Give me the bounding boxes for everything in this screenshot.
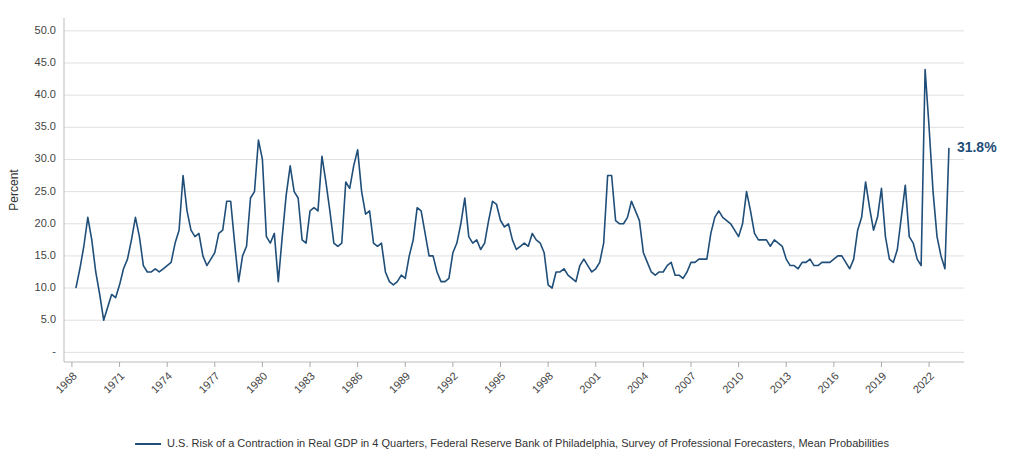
grid-line xyxy=(64,288,964,289)
grid-line xyxy=(64,223,964,224)
legend-item: U.S. Risk of a Contraction in Real GDP i… xyxy=(135,437,889,449)
x-tick-label: 1968 xyxy=(53,370,79,396)
x-tick-label: 1986 xyxy=(339,370,365,396)
y-tick-label: 15.0 xyxy=(35,249,56,261)
y-tick-label: 20.0 xyxy=(35,217,56,229)
x-tick xyxy=(690,362,691,367)
x-tick xyxy=(643,362,644,367)
legend: U.S. Risk of a Contraction in Real GDP i… xyxy=(135,437,889,449)
x-tick-label: 2010 xyxy=(720,370,746,396)
y-tick-label: 30.0 xyxy=(35,152,56,164)
y-grid xyxy=(64,31,964,352)
x-tick-label: 2007 xyxy=(672,370,698,396)
x-tick xyxy=(119,362,120,367)
y-tick-label: 10.0 xyxy=(35,281,56,293)
grid-line xyxy=(64,63,964,64)
x-tick xyxy=(310,362,311,367)
y-tick-label: 25.0 xyxy=(35,185,56,197)
grid-line xyxy=(64,30,964,31)
y-tick-label: 35.0 xyxy=(35,120,56,132)
grid-line xyxy=(64,320,964,321)
legend-swatch xyxy=(135,443,161,445)
x-tick xyxy=(405,362,406,367)
x-tick xyxy=(786,362,787,367)
grid-line xyxy=(64,191,964,192)
x-tick xyxy=(71,362,72,367)
x-tick xyxy=(214,362,215,367)
x-tick xyxy=(262,362,263,367)
x-tick-label: 1995 xyxy=(482,370,508,396)
x-tick xyxy=(500,362,501,367)
grid-line xyxy=(64,255,964,256)
x-tick-label: 1971 xyxy=(101,370,127,396)
x-tick xyxy=(357,362,358,367)
x-tick xyxy=(738,362,739,367)
x-tick xyxy=(881,362,882,367)
y-tick-label: 5.0 xyxy=(41,313,56,325)
x-tick-label: 2022 xyxy=(910,370,936,396)
y-axis: - 5.0 10.0 15.0 20.0 25.0 30.0 35.0 40.0 45.0 50.0 xyxy=(35,18,64,362)
x-tick-label: 1980 xyxy=(244,370,270,396)
y-tick-label: - xyxy=(52,345,56,357)
x-tick-label: 2004 xyxy=(625,370,651,396)
grid-line xyxy=(64,159,964,160)
y-tick-label: 40.0 xyxy=(35,88,56,100)
y-axis-label: Percent xyxy=(7,169,21,211)
plot-area xyxy=(76,69,949,320)
y-tick-label: 45.0 xyxy=(35,56,56,68)
x-tick-label: 1992 xyxy=(434,370,460,396)
x-tick-label: 1989 xyxy=(387,370,413,396)
y-tick-label: 50.0 xyxy=(35,24,56,36)
x-tick-label: 1998 xyxy=(529,370,555,396)
x-tick xyxy=(929,362,930,367)
x-tick-label: 1983 xyxy=(291,370,317,396)
x-tick-label: 1977 xyxy=(196,370,222,396)
x-tick xyxy=(595,362,596,367)
legend-label: U.S. Risk of a Contraction in Real GDP i… xyxy=(167,437,889,449)
grid-line xyxy=(64,352,964,353)
chart-container: - 5.0 10.0 15.0 20.0 25.0 30.0 35.0 40.0 45.0 50.0… xyxy=(0,0,1024,458)
x-tick-label: 2016 xyxy=(815,370,841,396)
x-axis-line xyxy=(64,362,964,363)
chart-svg: - 5.0 10.0 15.0 20.0 25.0 30.0 35.0 40.0 45.0 50.0… xyxy=(0,0,1024,458)
x-tick xyxy=(833,362,834,367)
series-line xyxy=(76,69,949,320)
x-tick-label: 2001 xyxy=(577,370,603,396)
x-tick xyxy=(167,362,168,367)
grid-line xyxy=(64,95,964,96)
y-axis-line xyxy=(64,18,65,362)
x-tick-label: 2019 xyxy=(863,370,889,396)
x-tick-label: 2013 xyxy=(767,370,793,396)
x-tick xyxy=(452,362,453,367)
x-tick xyxy=(548,362,549,367)
x-axis: 1968 1971 1974 1977 1980 1983 1986 1989 1992 1995… xyxy=(53,362,964,395)
grid-line xyxy=(64,127,964,128)
x-tick-label: 1974 xyxy=(148,370,174,396)
annotation: 31.8% xyxy=(957,139,997,155)
